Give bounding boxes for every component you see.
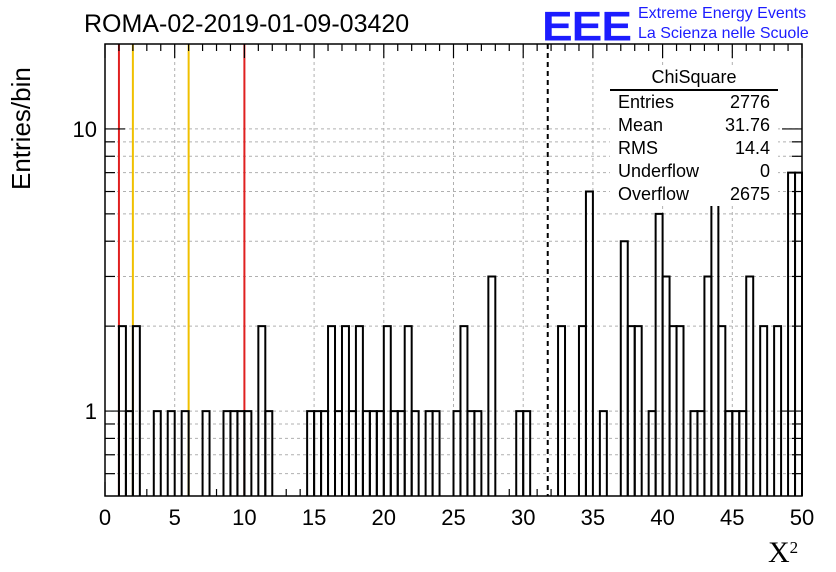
x-tick-label-40: 40 (650, 505, 674, 530)
stats-row-underflow: Underflow 0 (610, 160, 778, 183)
axis-ticks (104, 44, 803, 496)
y-tick-label-10: 10 (73, 117, 97, 142)
bar-x-47 (759, 325, 769, 496)
bar-x-40 (661, 275, 671, 496)
x-tick-label-20: 20 (372, 505, 396, 530)
bar-x-34.5 (584, 190, 594, 496)
x-tick-label-10: 10 (232, 505, 256, 530)
y-axis-label: Entries/bin (6, 67, 36, 190)
x-axis-label-base: X (768, 536, 790, 569)
bar-x-22 (410, 410, 420, 496)
bar-x-35.5 (598, 410, 608, 496)
stats-label: RMS (618, 138, 658, 158)
x-axis-label: X2 (768, 536, 798, 570)
bar-x-49 (787, 171, 797, 496)
bar-x-46 (745, 275, 755, 496)
y-tick-label-1: 1 (85, 399, 97, 424)
bar-x-32.5 (557, 325, 567, 496)
bar-x-38 (633, 325, 643, 496)
stats-label: Underflow (618, 161, 700, 181)
x-tick-label-45: 45 (720, 505, 744, 530)
bar-x-37 (619, 240, 629, 496)
stats-row-overflow: Overflow 2675 (610, 183, 778, 206)
stats-value: 31.76 (724, 115, 770, 135)
x-tick-label-0: 0 (99, 505, 111, 530)
bar-x-4.5 (166, 410, 176, 496)
bar-x-7 (201, 410, 211, 496)
stats-value: 2776 (729, 92, 770, 112)
x-tick-label-5: 5 (169, 505, 181, 530)
bar-x-27.5 (487, 275, 497, 496)
logo-caption: Extreme Energy Events La Scienza nelle S… (638, 4, 809, 44)
bar-x-48 (773, 325, 783, 496)
bar-x-11.5 (264, 410, 274, 496)
x-tick-label-50: 50 (790, 505, 814, 530)
stats-title: ChiSquare (610, 66, 778, 91)
stats-row-rms: RMS 14.4 (610, 137, 778, 160)
bar-x-3.5 (152, 410, 162, 496)
eee-logo: EEE (542, 2, 632, 50)
bar-x-30 (522, 410, 532, 496)
stats-label: Entries (618, 92, 675, 112)
stats-row-mean: Mean 31.76 (610, 114, 778, 137)
bar-x-23.5 (431, 410, 441, 496)
tick-labels: 0 5 10 15 20 25 30 35 40 45 50 1 10 (73, 117, 815, 530)
bar-x-39.5 (654, 212, 664, 496)
bar-x-2 (131, 325, 141, 496)
x-tick-label-35: 35 (581, 505, 605, 530)
x-tick-label-30: 30 (511, 505, 535, 530)
bar-x-41 (675, 325, 685, 496)
stats-value: 0 (759, 161, 770, 181)
stats-row-entries: Entries 2776 (610, 91, 778, 114)
x-tick-label-25: 25 (441, 505, 465, 530)
stats-box: ChiSquare Entries 2776 Mean 31.76 RMS 14.4 … (610, 66, 778, 206)
x-tick-label-15: 15 (302, 505, 326, 530)
bar-x-49.5 (794, 171, 803, 496)
logo-line-1: Extreme Energy Events (638, 5, 807, 22)
bar-x-10 (243, 410, 253, 496)
stats-label: Overflow (618, 184, 690, 204)
stats-value: 14.4 (734, 138, 770, 158)
plot-title: ROMA-02-2019-01-09-03420 (84, 10, 410, 38)
bar-x-43 (703, 275, 713, 496)
bar-x-26.5 (473, 410, 483, 496)
reference-lines (117, 44, 549, 496)
logo-line-2: La Scienza nelle Scuole (638, 25, 809, 42)
x-axis-label-sup: 2 (789, 538, 799, 557)
bar-x-5.5 (180, 410, 190, 496)
stats-value: 2675 (729, 184, 770, 204)
stats-label: Mean (618, 115, 664, 135)
